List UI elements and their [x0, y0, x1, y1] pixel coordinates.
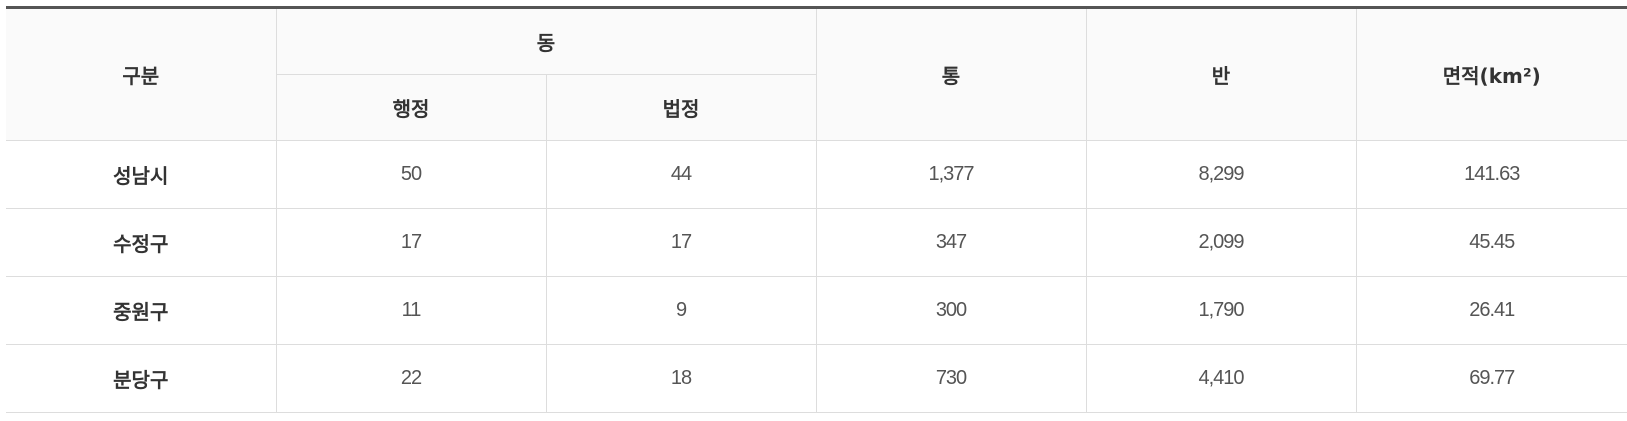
row-name-cell: 수정구: [6, 208, 277, 277]
area-cell: 69.77: [1355, 344, 1627, 413]
dong-admin-cell: 22: [275, 344, 547, 413]
tong-cell: 1,377: [815, 140, 1087, 209]
header-ban: 반: [1085, 7, 1357, 141]
header-tong: 통: [815, 7, 1087, 141]
table-header: 구분 동 통 반 면적(km²) 행정 법정: [6, 7, 1627, 141]
area-cell: 141.63: [1355, 140, 1627, 209]
row-name-cell: 성남시: [6, 140, 277, 209]
table-row: 성남시 50 44 1,377 8,299 141.63: [6, 140, 1627, 209]
tong-cell: 730: [815, 344, 1087, 413]
dong-legal-cell: 9: [545, 276, 817, 345]
dong-legal-cell: 18: [545, 344, 817, 413]
header-row-top: 구분 동 통 반 면적(km²): [6, 7, 1627, 141]
header-dong-legal: 법정: [545, 74, 816, 141]
dong-admin-cell: 11: [275, 276, 547, 345]
ban-cell: 4,410: [1085, 344, 1357, 413]
district-statistics-table-wrapper: 구분 동 통 반 면적(km²) 행정 법정 성남시 50 44 1,377 8…: [6, 6, 1627, 413]
dong-legal-cell: 44: [545, 140, 817, 209]
row-name-cell: 중원구: [6, 276, 277, 345]
area-cell: 26.41: [1355, 276, 1627, 345]
table-body: 성남시 50 44 1,377 8,299 141.63 수정구 17 17 3…: [6, 140, 1627, 413]
table-row: 분당구 22 18 730 4,410 69.77: [6, 344, 1627, 413]
dong-legal-cell: 17: [545, 208, 817, 277]
area-cell: 45.45: [1355, 208, 1627, 277]
header-category: 구분: [6, 7, 277, 141]
table-row: 수정구 17 17 347 2,099 45.45: [6, 208, 1627, 277]
header-dong: 동: [275, 7, 817, 75]
tong-cell: 300: [815, 276, 1087, 345]
ban-cell: 2,099: [1085, 208, 1357, 277]
header-row-sub: 행정 법정: [6, 74, 1627, 141]
header-dong-admin: 행정: [276, 74, 547, 141]
row-name-cell: 분당구: [6, 344, 277, 413]
dong-admin-cell: 50: [275, 140, 547, 209]
tong-cell: 347: [815, 208, 1087, 277]
district-statistics-table: 구분 동 통 반 면적(km²) 행정 법정 성남시 50 44 1,377 8…: [6, 6, 1627, 413]
ban-cell: 8,299: [1085, 140, 1357, 209]
header-area: 면적(km²): [1355, 7, 1627, 141]
dong-admin-cell: 17: [275, 208, 547, 277]
table-row: 중원구 11 9 300 1,790 26.41: [6, 276, 1627, 345]
ban-cell: 1,790: [1085, 276, 1357, 345]
